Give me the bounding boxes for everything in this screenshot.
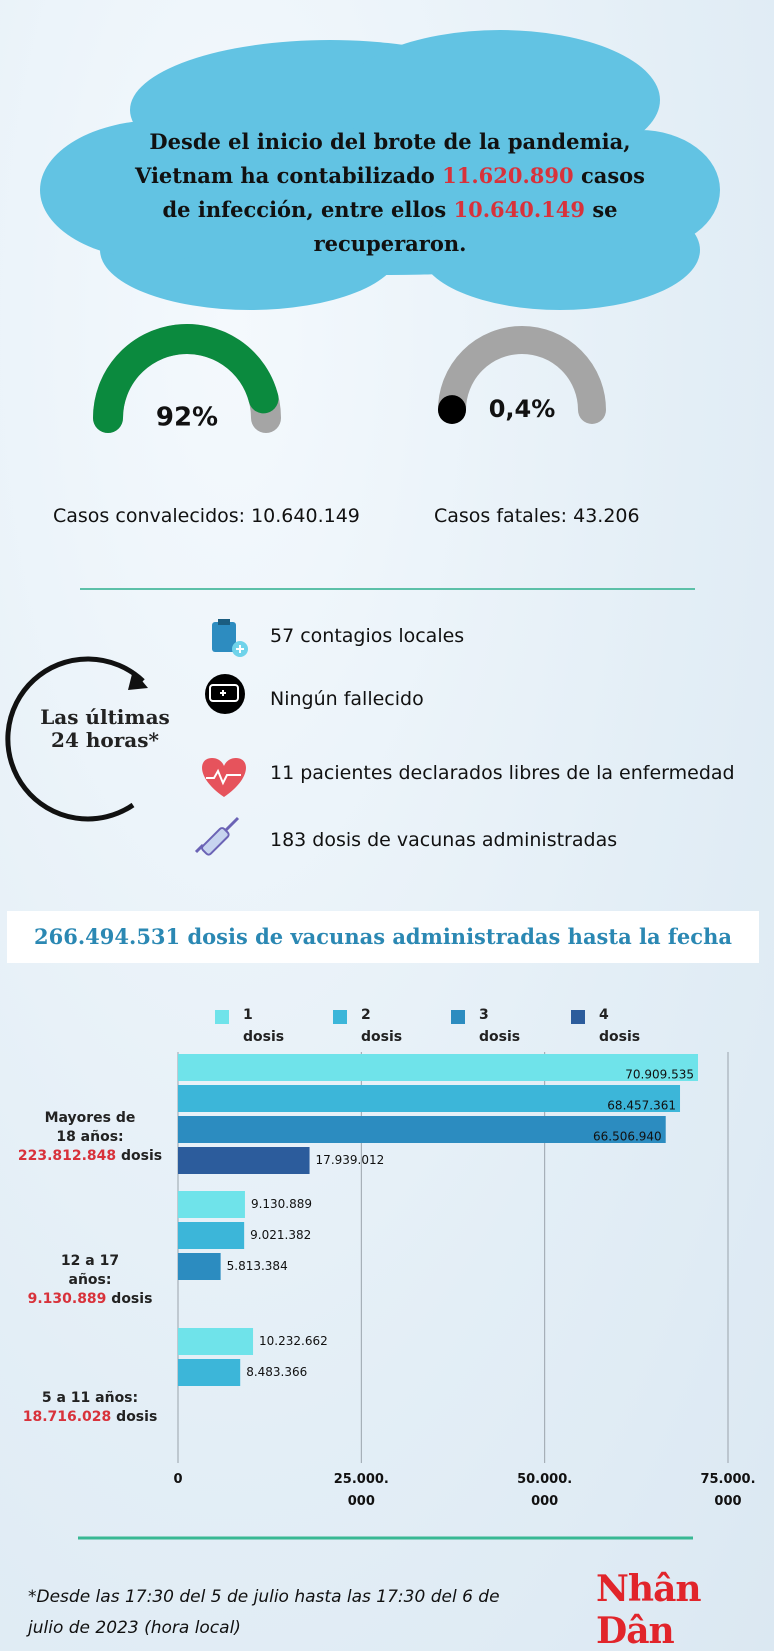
stat-item: 57 contagios locales xyxy=(270,625,465,647)
total-unit: dosis xyxy=(111,1291,153,1307)
bar xyxy=(178,1054,699,1081)
legend-swatch xyxy=(215,1010,229,1024)
bar xyxy=(178,1116,666,1143)
category-total: 9.130.889 dosis xyxy=(10,1290,170,1309)
legend-swatch xyxy=(333,1010,347,1024)
bar xyxy=(178,1253,221,1280)
bar xyxy=(178,1328,254,1355)
category-name: 5 a 11 años: xyxy=(41,1390,139,1406)
heart-icon xyxy=(202,758,246,797)
ambulance-icon xyxy=(205,674,245,714)
footnote: *Desde las 17:30 del 5 de julio hasta la… xyxy=(28,1587,500,1638)
total-unit: dosis xyxy=(121,1148,163,1164)
stat-item: Ningún fallecido xyxy=(270,688,424,710)
category-label: Mayores de 18 años: 223.812.848 dosis xyxy=(10,1109,170,1166)
category-name: 12 a 17 años: xyxy=(60,1253,120,1288)
banner: 266.494.531 dosis de vacunas administrad… xyxy=(7,911,759,963)
bar xyxy=(178,1191,245,1218)
bar xyxy=(178,1359,241,1386)
value-label: 68.457.361 xyxy=(607,1099,676,1113)
total-value: 223.812.848 xyxy=(17,1148,117,1164)
category-total: 223.812.848 dosis xyxy=(10,1147,170,1166)
bar xyxy=(178,1085,681,1112)
legend-swatch xyxy=(571,1010,585,1024)
value-label: 9.021.382 xyxy=(250,1228,311,1242)
x-tick-label: 50.000.000 xyxy=(517,1472,573,1509)
value-label: 10.232.662 xyxy=(259,1334,328,1348)
headline-number: 11.620.890 xyxy=(442,163,574,188)
stat-item: 11 pacientes declarados libres de la enf… xyxy=(270,762,735,784)
cycle-arrow xyxy=(5,656,145,822)
cloud xyxy=(40,30,720,310)
x-tick-label: 75.000.000 xyxy=(700,1472,756,1509)
category-name: Mayores de 18 años: xyxy=(44,1110,136,1145)
category-label: 5 a 11 años: 18.716.028 dosis xyxy=(10,1389,170,1427)
headline-text: Desde el inicio del brote de la pandemia… xyxy=(135,129,631,188)
headline-number: 10.640.149 xyxy=(453,197,585,222)
gauge-label: 92% xyxy=(156,403,218,433)
gauge-label: 0,4% xyxy=(489,395,556,423)
clipboard-icon xyxy=(212,619,248,657)
legend-swatch xyxy=(451,1010,465,1024)
legend-label: 1 dosis xyxy=(243,1007,285,1045)
period-title: Las últimas 24 horas* xyxy=(40,705,170,752)
bar xyxy=(178,1222,245,1249)
value-label: 66.506.940 xyxy=(593,1130,662,1144)
legend-label: 4 dosis xyxy=(599,1007,641,1045)
value-label: 70.909.535 xyxy=(625,1068,694,1082)
headline-text: se recuperaron. xyxy=(313,197,618,256)
category-total: 18.716.028 dosis xyxy=(10,1408,170,1427)
value-label: 9.130.889 xyxy=(251,1197,312,1211)
arrow-head xyxy=(128,670,148,690)
logo: Nhân Dân xyxy=(596,1568,702,1651)
value-label: 8.483.366 xyxy=(246,1365,307,1379)
gauge-fill xyxy=(93,324,279,433)
syringe-icon xyxy=(194,816,240,856)
total-unit: dosis xyxy=(116,1409,158,1425)
gauge-caption: Casos convalecidos: 10.640.149 xyxy=(53,505,360,527)
legend-label: 3 dosis xyxy=(479,1007,521,1045)
gauge-caption: Casos fatales: 43.206 xyxy=(434,505,640,527)
category-label: 12 a 17 años: 9.130.889 dosis xyxy=(10,1252,170,1309)
value-label: 17.939.012 xyxy=(316,1153,385,1167)
headline-text: casos de infección, entre ellos xyxy=(162,163,645,222)
total-value: 9.130.889 xyxy=(27,1291,107,1307)
gauge-track xyxy=(438,326,606,424)
x-tick-label: 25.000.000 xyxy=(333,1472,389,1509)
headline: Desde el inicio del brote de la pandemia… xyxy=(130,125,650,261)
x-tick-label: 0 xyxy=(173,1472,183,1487)
value-label: 5.813.384 xyxy=(227,1259,288,1273)
total-value: 18.716.028 xyxy=(22,1409,112,1425)
bar xyxy=(178,1147,310,1174)
stat-item: 183 dosis de vacunas administradas xyxy=(270,829,618,851)
legend-label: 2 dosis xyxy=(361,1007,403,1045)
